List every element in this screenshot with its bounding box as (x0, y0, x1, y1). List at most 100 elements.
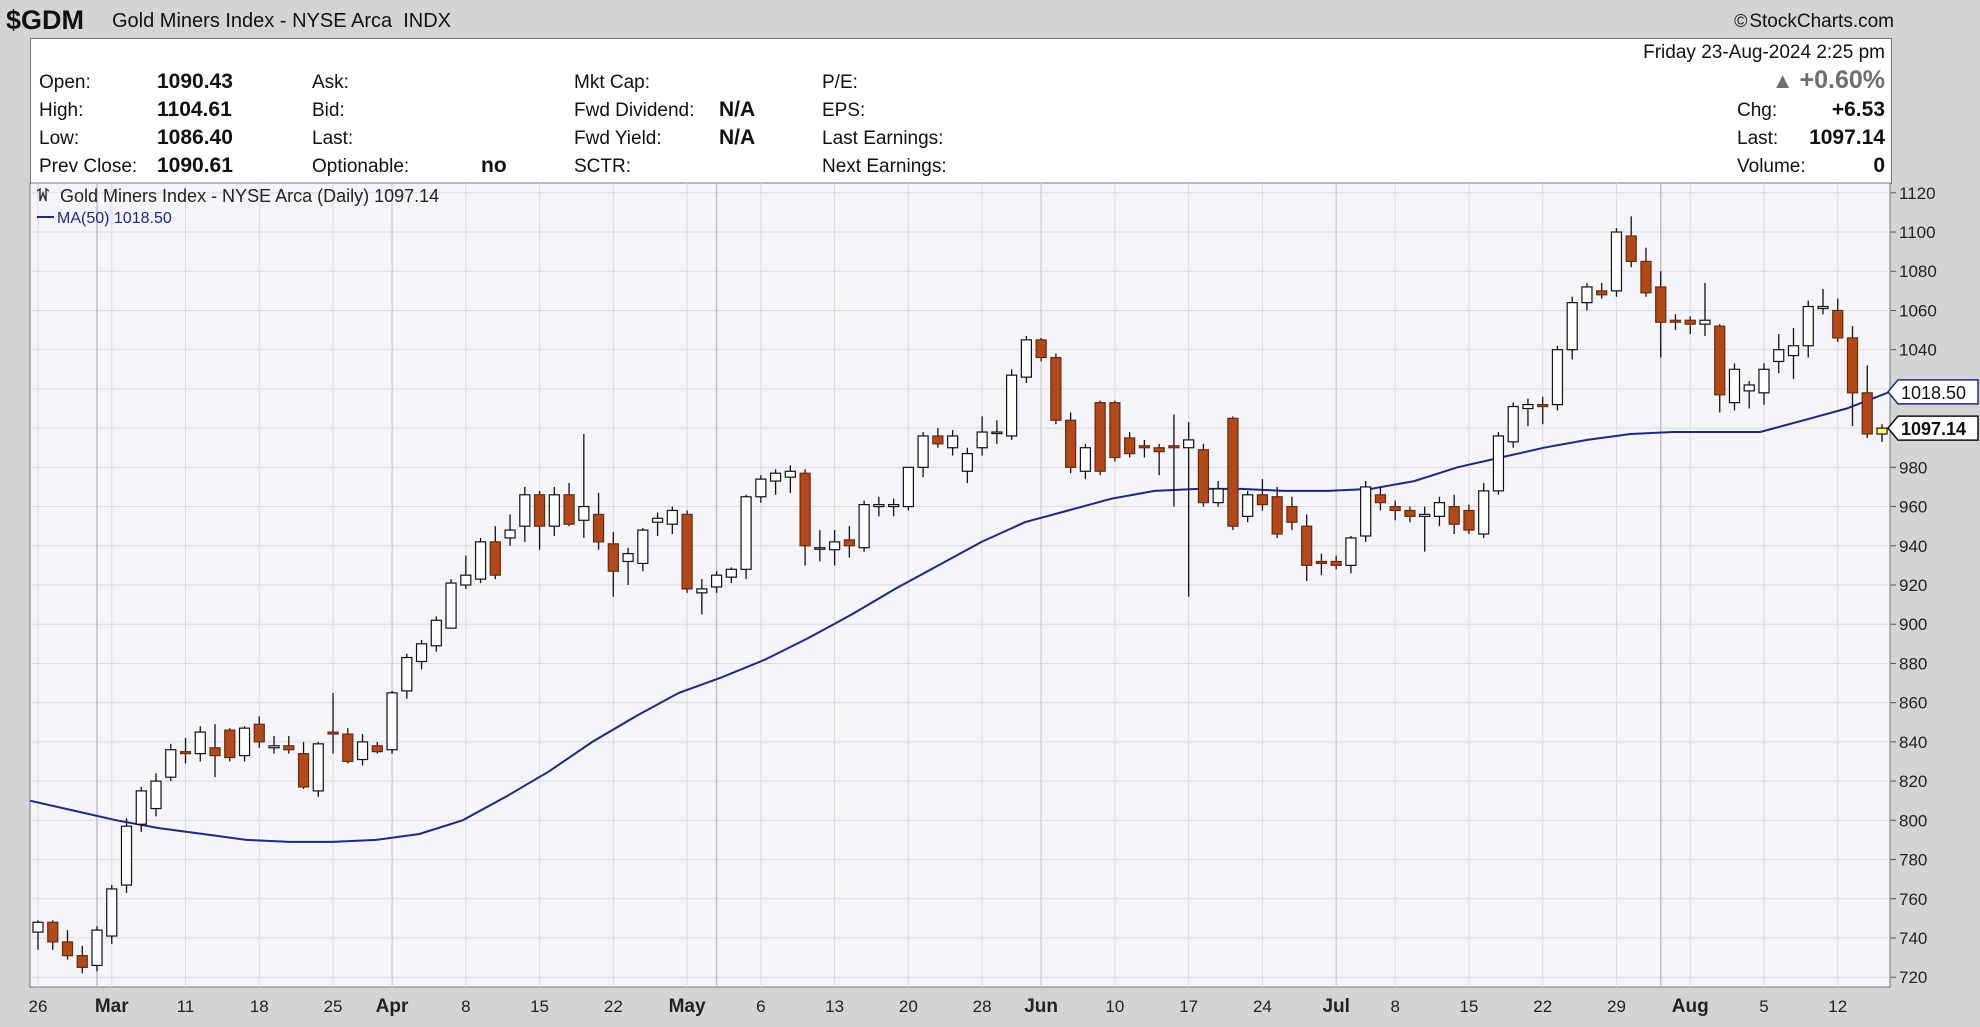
candle-body-up (1242, 494, 1254, 517)
last-price-tag-box (1887, 415, 1979, 441)
x-tick-label: 24 (1253, 997, 1272, 1016)
candle-body-down (1596, 290, 1608, 296)
candle-legend-icon (36, 187, 50, 202)
x-tick-label: 15 (1459, 997, 1478, 1016)
candle (873, 496, 885, 517)
candle-body-up (1433, 502, 1446, 517)
candle-body-up (917, 435, 929, 468)
title-bar: $GDM Gold Miners Index - NYSE Arca INDX … (0, 0, 1980, 38)
x-tick-label: 25 (324, 997, 343, 1016)
candle (1315, 553, 1328, 576)
legend: Gold Miners Index - NYSE Arca (Daily) 10… (36, 186, 439, 227)
candle-body-up (1345, 537, 1357, 566)
candle (1802, 300, 1814, 358)
brand-link[interactable]: © StockCharts.com (1734, 11, 1894, 33)
candle (1522, 398, 1534, 427)
candle (1684, 316, 1696, 334)
candle-body-down (681, 513, 693, 590)
candle-body-up (1020, 339, 1032, 378)
candle-body-up (194, 731, 206, 755)
candle-body-down (1684, 319, 1696, 325)
y-tick-label: 940 (1899, 537, 1927, 556)
candle (814, 530, 826, 562)
candle (1168, 414, 1180, 507)
y-tick-label: 820 (1899, 772, 1927, 791)
candle (1876, 424, 1888, 442)
y-tick-label: 900 (1899, 615, 1927, 634)
candle (710, 571, 723, 593)
candle (1478, 483, 1490, 538)
candle-body-down (47, 921, 59, 943)
candle (1183, 422, 1195, 597)
candle (828, 530, 841, 566)
candle (474, 537, 487, 584)
y-tick-label: 920 (1899, 576, 1927, 595)
candle (725, 567, 737, 584)
candle (1330, 555, 1342, 570)
chg-value: +6.53 (1831, 98, 1885, 121)
x-tick-label: Mar (95, 996, 129, 1017)
candle (947, 430, 959, 456)
candle-body-up (622, 553, 634, 563)
candle (1846, 326, 1859, 427)
candle (327, 692, 339, 754)
y-tick-label: 1040 (1899, 341, 1937, 360)
candle-body-down (1286, 505, 1298, 523)
candle (106, 885, 118, 944)
candle (1419, 506, 1431, 552)
x-tick-label: 11 (177, 997, 195, 1016)
candle-body-down (843, 539, 855, 547)
candle-body-down (1035, 339, 1047, 359)
candle (1035, 337, 1047, 362)
candle-body-up (947, 435, 959, 449)
y-tick-label: 980 (1899, 458, 1927, 477)
candle-body-up (873, 504, 885, 508)
candle-body-up (1492, 435, 1505, 492)
candle-body-down (1256, 494, 1269, 506)
candle (1360, 481, 1372, 542)
candle-body-down (179, 751, 192, 755)
candle-body-down (297, 753, 310, 788)
chg-label: Chg: (1737, 100, 1778, 121)
symbol-name: Gold Miners Index - NYSE Arca INDX (112, 10, 451, 33)
candle-body-up (1610, 231, 1623, 292)
candle (1345, 535, 1357, 574)
candle (1655, 271, 1667, 358)
x-tick-label: 28 (973, 997, 992, 1016)
candle-body-down (1655, 286, 1667, 323)
y-axis: 720 740 760 780 800 820 840 860 880 900 920 940 960 9… (1890, 184, 1937, 987)
candle-body-up (637, 529, 649, 565)
candle (1507, 402, 1519, 448)
candle (1743, 381, 1755, 409)
y-tick-label: 960 (1899, 498, 1927, 517)
candle (622, 547, 634, 585)
candle (1669, 314, 1682, 331)
candle (342, 728, 354, 764)
x-tick-label: May (669, 996, 706, 1017)
candle-body-up (519, 494, 531, 527)
candle-body-up (578, 505, 590, 521)
candle-body-up (828, 541, 841, 551)
x-tick-label: 29 (1607, 997, 1626, 1016)
candle-body-down (1330, 560, 1342, 566)
optionable-label: Optionable: (312, 156, 410, 177)
quote-date: Friday 23-Aug-2024 2:25 pm (1643, 42, 1885, 63)
candle (460, 555, 472, 589)
candle-body-down (1138, 445, 1151, 449)
candle (1817, 288, 1829, 315)
candle (902, 466, 914, 511)
candle-body-down (209, 747, 221, 757)
low-value: 1086.40 (157, 126, 233, 149)
x-tick-label: 22 (1533, 997, 1552, 1016)
candle-body-down (607, 543, 619, 572)
last-price-tag: 1097.14 (1887, 415, 1979, 441)
candle (651, 512, 664, 536)
candle-body-up (120, 825, 133, 886)
candle (533, 490, 546, 550)
fwd-yield-value: N/A (719, 126, 756, 149)
candle-body-up (961, 453, 973, 472)
x-tick-label: 13 (825, 997, 844, 1016)
candle-body-up (1743, 384, 1755, 392)
